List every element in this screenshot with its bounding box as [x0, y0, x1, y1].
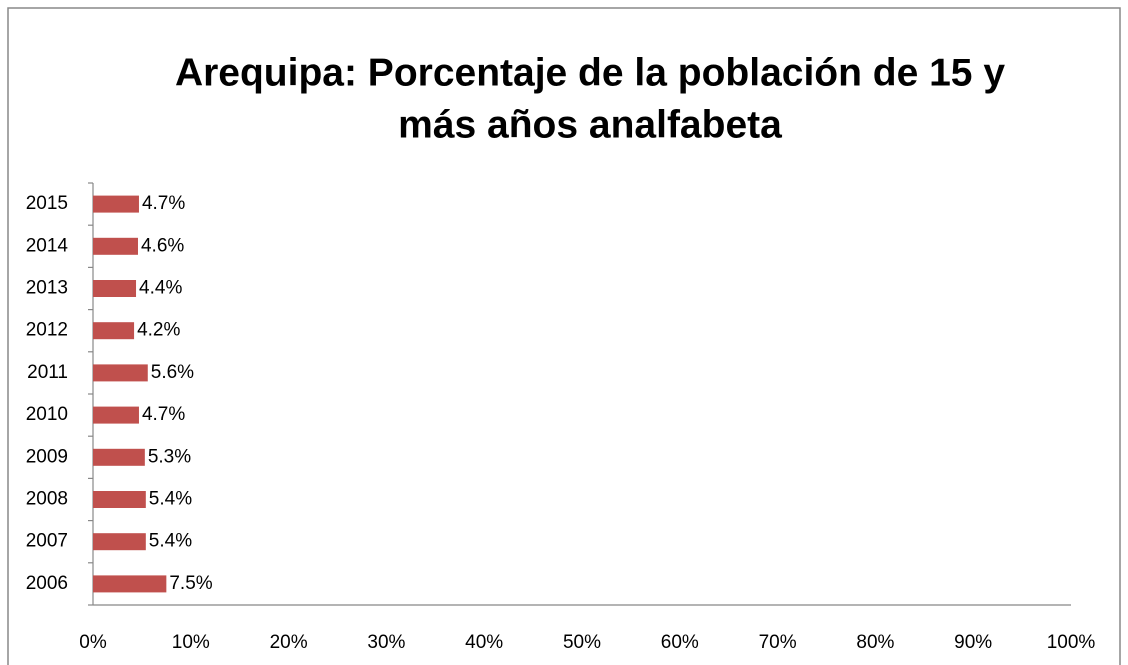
value-label: 5.6%: [151, 362, 194, 383]
bar: [93, 406, 139, 424]
y-tick-label: 2008: [26, 489, 68, 510]
x-tick-label: 20%: [270, 632, 308, 653]
x-tick-label: 80%: [856, 632, 894, 653]
y-tick-label: 2006: [26, 573, 68, 594]
x-tick-label: 100%: [1047, 632, 1096, 653]
y-tick-label: 2014: [26, 235, 69, 256]
x-tick-label: 30%: [367, 632, 405, 653]
bar: [93, 533, 146, 551]
y-tick-label: 2012: [26, 320, 68, 341]
value-label: 5.4%: [149, 489, 192, 510]
bar: [93, 364, 148, 382]
chart-title: Arequipa: Porcentaje de la población de …: [175, 51, 1005, 94]
value-label: 4.2%: [137, 320, 180, 341]
bar: [93, 322, 135, 340]
bar: [93, 237, 138, 255]
value-label: 4.7%: [142, 404, 185, 425]
x-tick-label: 90%: [954, 632, 992, 653]
y-tick-label: 2009: [26, 446, 68, 467]
y-tick-label: 2013: [26, 278, 68, 299]
bar: [93, 491, 146, 508]
y-tick-label: 2011: [27, 362, 68, 383]
bar: [93, 195, 139, 213]
value-label: 5.4%: [149, 531, 192, 552]
value-label: 4.6%: [141, 235, 184, 256]
value-label: 5.3%: [148, 446, 191, 467]
value-label: 4.7%: [142, 193, 185, 214]
y-tick-label: 2007: [26, 531, 68, 552]
x-tick-label: 60%: [661, 632, 699, 653]
x-tick-label: 50%: [563, 632, 601, 653]
bar: [93, 575, 167, 593]
y-tick-label: 2015: [26, 193, 68, 214]
x-tick-label: 40%: [465, 632, 503, 653]
x-tick-label: 70%: [759, 632, 797, 653]
bar: [93, 448, 145, 466]
x-tick-label: 0%: [79, 632, 107, 653]
y-tick-label: 2010: [26, 404, 68, 425]
bar: [93, 280, 137, 297]
x-tick-label: 10%: [172, 632, 210, 653]
chart-border: [7, 7, 1121, 665]
chart-title: más años analfabeta: [398, 103, 782, 146]
value-label: 7.5%: [169, 573, 212, 594]
value-label: 4.4%: [139, 278, 182, 299]
